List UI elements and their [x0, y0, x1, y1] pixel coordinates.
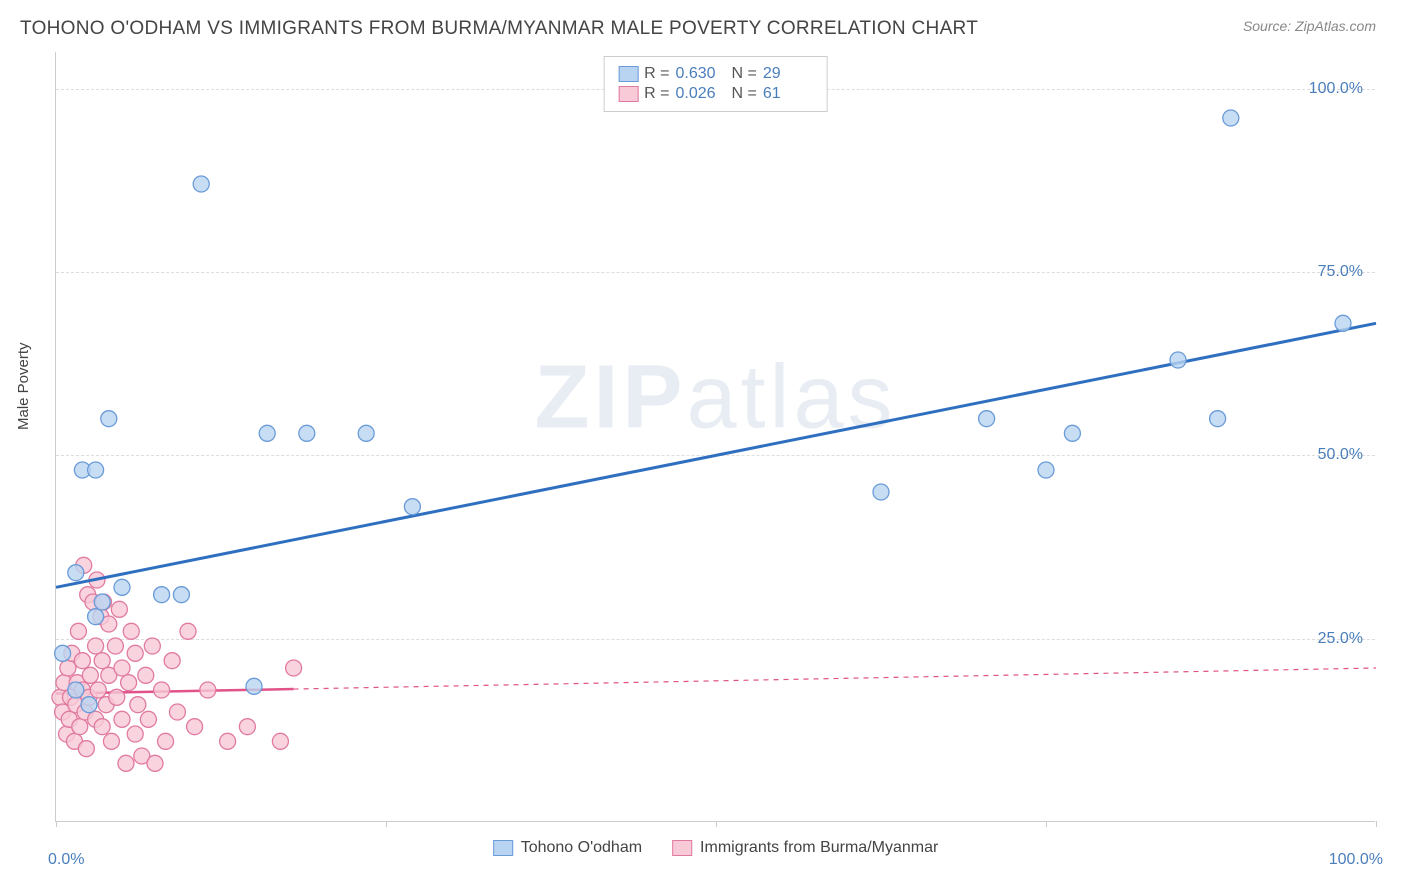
- r-label-0: R =: [644, 65, 669, 83]
- plot-svg: [56, 52, 1375, 821]
- r-value-0: 0.630: [676, 65, 726, 83]
- n-value-1: 61: [763, 85, 813, 103]
- chart-title: TOHONO O'ODHAM VS IMMIGRANTS FROM BURMA/…: [20, 18, 978, 40]
- legend-label-1: Immigrants from Burma/Myanmar: [700, 839, 938, 857]
- stats-row-0: R = 0.630 N = 29: [618, 65, 813, 83]
- x-tick: [716, 821, 717, 827]
- n-value-0: 29: [763, 65, 813, 83]
- legend-swatch-1: [672, 840, 692, 856]
- legend-item-0: Tohono O'odham: [493, 839, 642, 857]
- x-max-label: 100.0%: [1329, 851, 1383, 869]
- stats-legend: R = 0.630 N = 29 R = 0.026 N = 61: [603, 56, 828, 112]
- x-tick: [1376, 821, 1377, 827]
- r-value-1: 0.026: [676, 85, 726, 103]
- legend-item-1: Immigrants from Burma/Myanmar: [672, 839, 938, 857]
- chart-plot-area: ZIPatlas R = 0.630 N = 29 R = 0.026 N = …: [55, 52, 1375, 822]
- series-legend: Tohono O'odham Immigrants from Burma/Mya…: [493, 839, 939, 857]
- legend-label-0: Tohono O'odham: [521, 839, 642, 857]
- x-min-label: 0.0%: [48, 851, 84, 869]
- y-axis-label: Male Poverty: [15, 342, 32, 430]
- x-tick: [1046, 821, 1047, 827]
- n-label-0: N =: [732, 65, 757, 83]
- source-attribution: Source: ZipAtlas.com: [1243, 18, 1376, 34]
- legend-swatch-0: [493, 840, 513, 856]
- x-tick: [56, 821, 57, 827]
- x-tick: [386, 821, 387, 827]
- stats-row-1: R = 0.026 N = 61: [618, 85, 813, 103]
- swatch-0: [618, 66, 638, 82]
- n-label-1: N =: [732, 85, 757, 103]
- r-label-1: R =: [644, 85, 669, 103]
- swatch-1: [618, 86, 638, 102]
